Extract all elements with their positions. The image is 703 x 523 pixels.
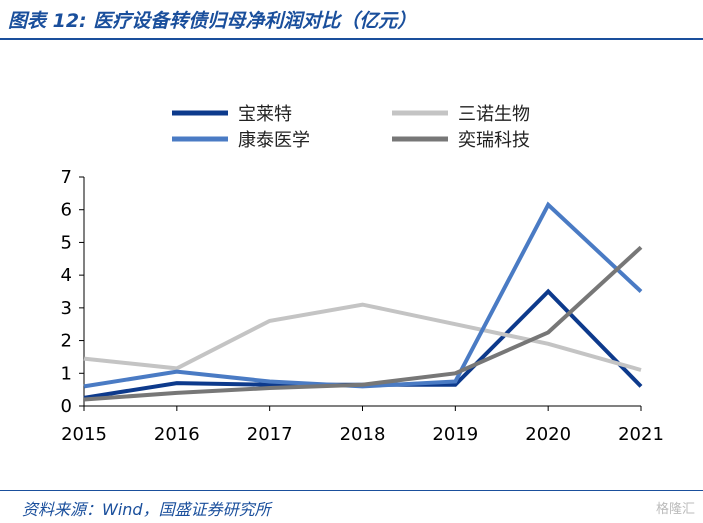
y-tick-label: 2 bbox=[61, 331, 72, 352]
x-tick-label: 2020 bbox=[525, 424, 571, 445]
y-tick-label: 6 bbox=[61, 200, 72, 221]
legend-label: 宝莱特 bbox=[238, 104, 292, 125]
y-tick-label: 4 bbox=[61, 265, 72, 286]
x-tick-label: 2018 bbox=[340, 424, 386, 445]
y-tick-label: 0 bbox=[61, 396, 72, 417]
x-tick-label: 2021 bbox=[618, 424, 664, 445]
series-lines bbox=[83, 201, 643, 402]
title-divider bbox=[0, 38, 703, 40]
source-note: 资料来源：Wind，国盛证券研究所 bbox=[22, 500, 271, 519]
axes: 0 1 2 3 4 5 6 7 2015 2016 2017 2018 2019 2020 2021 bbox=[61, 167, 664, 445]
y-tick-label: 1 bbox=[61, 363, 72, 384]
series-line-2 bbox=[83, 302, 642, 372]
x-tick-label: 2016 bbox=[154, 424, 200, 445]
legend-label: 奕瑞科技 bbox=[458, 130, 530, 151]
x-tick-label: 2019 bbox=[432, 424, 478, 445]
series-line-3 bbox=[83, 201, 643, 389]
watermark: 格隆汇 bbox=[655, 502, 695, 517]
y-tick-label: 5 bbox=[61, 232, 72, 253]
footer-divider bbox=[0, 490, 703, 491]
y-tick-label: 3 bbox=[61, 298, 72, 319]
x-tick-label: 2017 bbox=[247, 424, 293, 445]
legend-label: 康泰医学 bbox=[238, 130, 310, 151]
x-tick-label: 2015 bbox=[61, 424, 107, 445]
chart-title: 图表 12: 医疗设备转债归母净利润对比（亿元） bbox=[8, 10, 417, 32]
y-tick-label: 7 bbox=[61, 167, 72, 188]
legend-label: 三诺生物 bbox=[458, 104, 530, 125]
series-line-4 bbox=[83, 245, 643, 402]
